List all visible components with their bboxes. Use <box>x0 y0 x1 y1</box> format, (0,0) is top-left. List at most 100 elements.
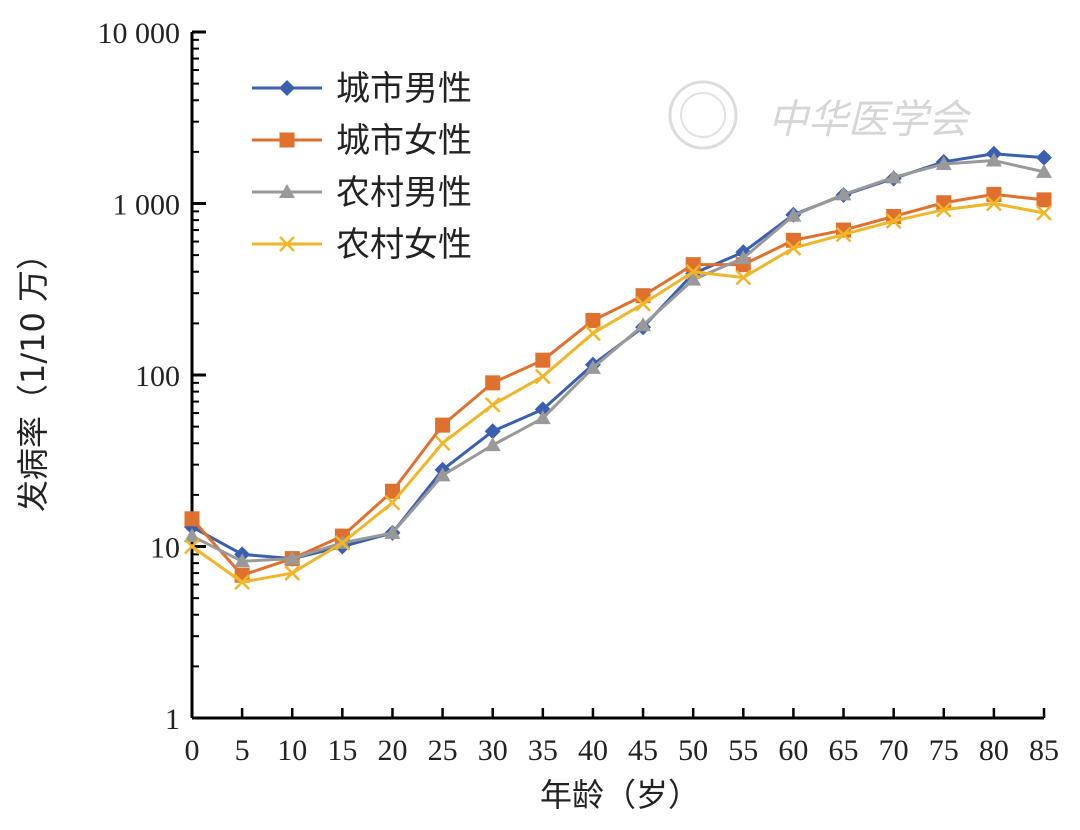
data-point <box>835 226 852 243</box>
data-point <box>284 550 301 565</box>
data-point <box>184 511 200 527</box>
data-point <box>585 312 601 328</box>
data-point <box>885 213 902 229</box>
watermark-text: 中华医学会 <box>768 97 972 143</box>
series-4 <box>184 195 1052 590</box>
x-tick-label: 80 <box>979 734 1009 767</box>
legend-marker <box>279 184 295 198</box>
y-tick-label: 1 000 <box>113 189 181 222</box>
x-marker-stroke <box>1036 205 1052 221</box>
data-point <box>384 524 401 539</box>
x-marker-stroke <box>785 240 802 256</box>
series-3-line <box>191 159 1045 563</box>
x-marker-stroke <box>484 396 501 413</box>
x-tick-label: 55 <box>728 734 758 767</box>
data-point <box>985 195 1002 212</box>
data-point <box>585 325 601 342</box>
x-marker-stroke <box>685 263 702 280</box>
data-point <box>735 250 752 265</box>
data-point <box>1036 192 1052 208</box>
data-point <box>284 565 301 581</box>
legend-item-4: 农村女性 <box>252 225 472 265</box>
legend-item-1: 城市男性 <box>252 69 472 109</box>
x-marker-stroke <box>334 534 351 551</box>
data-point <box>1036 205 1052 221</box>
x-tick-label: 85 <box>1029 734 1059 767</box>
data-point <box>935 155 952 170</box>
y-tick-label: 10 000 <box>98 17 181 50</box>
data-point <box>635 295 651 312</box>
data-point <box>685 263 702 280</box>
data-point <box>384 483 400 499</box>
x-marker-stroke <box>184 538 200 555</box>
x-marker-stroke <box>534 368 551 385</box>
data-point <box>785 207 802 222</box>
data-point <box>484 437 501 452</box>
x-axis-label: 年龄（岁） <box>540 776 700 814</box>
x-marker-stroke <box>434 435 451 452</box>
legend-label: 城市女性 <box>336 121 472 161</box>
series-2 <box>184 186 1052 583</box>
data-point <box>635 317 652 332</box>
data-point <box>234 574 251 590</box>
data-point <box>534 368 551 385</box>
legend-marker <box>279 132 295 148</box>
x-marker-stroke <box>234 574 251 590</box>
y-tick-label: 100 <box>135 360 180 393</box>
legend-item-2: 城市女性 <box>252 121 472 161</box>
data-point <box>835 186 852 201</box>
x-marker-stroke <box>885 213 902 229</box>
data-point <box>485 375 501 391</box>
plot-area <box>184 145 1052 590</box>
x-marker-stroke <box>935 201 952 218</box>
x-tick-label: 40 <box>578 734 608 767</box>
y-tick-label: 10 <box>150 532 180 565</box>
data-point <box>434 467 451 482</box>
data-point <box>334 534 351 551</box>
data-point <box>785 240 802 256</box>
series-2-line <box>190 192 1045 577</box>
x-tick-label: 20 <box>377 734 407 767</box>
x-marker-stroke <box>635 295 651 312</box>
data-point <box>534 410 551 425</box>
x-marker-stroke <box>835 226 852 243</box>
x-tick-label: 65 <box>829 734 859 767</box>
y-tick-label: 1 <box>165 703 180 736</box>
x-tick-label: 60 <box>778 734 808 767</box>
x-tick-label: 25 <box>428 734 458 767</box>
x-tick-label: 10 <box>277 734 307 767</box>
data-point <box>184 538 200 555</box>
x-tick-label: 50 <box>678 734 708 767</box>
x-marker-stroke <box>279 236 295 252</box>
data-point <box>184 528 200 543</box>
x-tick-label: 15 <box>327 734 357 767</box>
x-tick-label: 70 <box>879 734 909 767</box>
x-marker-stroke <box>284 565 301 581</box>
data-point <box>435 417 451 433</box>
data-point <box>1036 163 1052 178</box>
x-tick-label: 5 <box>235 734 250 767</box>
x-tick-label: 0 <box>185 734 200 767</box>
data-point <box>484 396 501 413</box>
data-point <box>885 169 902 184</box>
legend-marker <box>279 236 295 252</box>
watermark-seal-inner <box>680 92 726 138</box>
data-point <box>484 423 501 440</box>
legend-label: 农村女性 <box>336 225 472 265</box>
data-point <box>234 553 251 568</box>
legend-marker <box>279 80 295 96</box>
data-point <box>985 152 1002 167</box>
data-point <box>1036 149 1052 166</box>
x-marker-stroke <box>384 494 401 511</box>
data-point <box>384 494 401 511</box>
legend-label: 城市男性 <box>336 69 472 109</box>
x-marker-stroke <box>985 195 1002 212</box>
legend-item-3: 农村男性 <box>252 173 472 213</box>
legend-label: 农村男性 <box>336 173 472 213</box>
x-marker-stroke <box>735 269 752 286</box>
data-point <box>584 359 601 374</box>
data-point <box>735 269 752 286</box>
x-tick-label: 75 <box>929 734 959 767</box>
